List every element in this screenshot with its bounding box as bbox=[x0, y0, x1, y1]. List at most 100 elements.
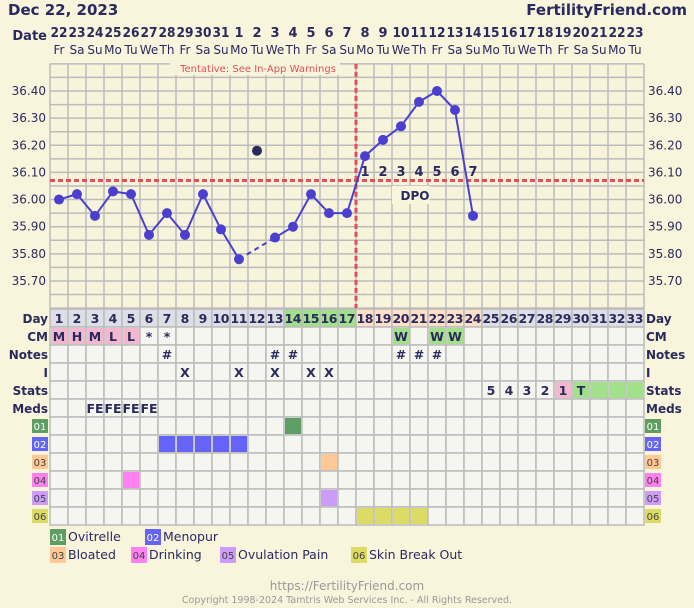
grid-cell[interactable] bbox=[409, 326, 429, 346]
grid-cell[interactable] bbox=[139, 434, 159, 454]
grid-cell[interactable] bbox=[481, 362, 501, 382]
temperature-point[interactable] bbox=[90, 210, 100, 221]
grid-cell[interactable] bbox=[265, 326, 285, 346]
grid-cell[interactable] bbox=[391, 362, 411, 382]
grid-cell[interactable] bbox=[355, 434, 375, 454]
grid-cell[interactable] bbox=[175, 416, 195, 436]
grid-cell[interactable] bbox=[121, 380, 141, 400]
grid-cell[interactable] bbox=[499, 506, 519, 526]
grid-cell[interactable] bbox=[229, 398, 249, 418]
grid-cell[interactable] bbox=[589, 344, 609, 364]
grid-cell[interactable] bbox=[85, 506, 105, 526]
grid-cell[interactable] bbox=[175, 380, 195, 400]
grid-cell[interactable] bbox=[211, 488, 231, 508]
grid-cell[interactable] bbox=[445, 416, 465, 436]
grid-cell[interactable] bbox=[373, 380, 393, 400]
grid-cell[interactable] bbox=[193, 380, 213, 400]
grid-cell[interactable] bbox=[571, 362, 591, 382]
temperature-point[interactable] bbox=[396, 121, 406, 132]
temperature-point[interactable] bbox=[234, 254, 244, 265]
grid-cell[interactable] bbox=[265, 398, 285, 418]
grid-cell[interactable] bbox=[373, 326, 393, 346]
grid-cell[interactable] bbox=[49, 380, 69, 400]
grid-cell[interactable] bbox=[463, 416, 483, 436]
grid-cell[interactable] bbox=[499, 326, 519, 346]
discarded-temperature-point[interactable] bbox=[252, 145, 262, 156]
grid-cell[interactable] bbox=[463, 452, 483, 472]
grid-cell[interactable] bbox=[589, 416, 609, 436]
grid-cell[interactable] bbox=[391, 470, 411, 490]
grid-cell[interactable] bbox=[229, 344, 249, 364]
grid-cell[interactable] bbox=[553, 398, 573, 418]
grid-cell[interactable] bbox=[337, 470, 357, 490]
grid-cell[interactable] bbox=[211, 470, 231, 490]
grid-cell[interactable] bbox=[211, 362, 231, 382]
grid-cell[interactable] bbox=[247, 506, 267, 526]
grid-cell[interactable] bbox=[319, 380, 339, 400]
grid-cell[interactable] bbox=[499, 452, 519, 472]
grid-cell[interactable] bbox=[625, 344, 645, 364]
grid-cell[interactable] bbox=[283, 506, 303, 526]
grid-cell[interactable] bbox=[427, 506, 447, 526]
grid-cell[interactable] bbox=[517, 344, 537, 364]
grid-cell[interactable] bbox=[517, 398, 537, 418]
grid-cell[interactable] bbox=[67, 470, 87, 490]
grid-cell[interactable] bbox=[319, 398, 339, 418]
temperature-point[interactable] bbox=[72, 189, 82, 200]
grid-cell[interactable] bbox=[247, 488, 267, 508]
temperature-point[interactable] bbox=[450, 104, 460, 115]
grid-cell[interactable] bbox=[211, 344, 231, 364]
grid-cell[interactable] bbox=[481, 398, 501, 418]
grid-cell[interactable] bbox=[553, 416, 573, 436]
grid-cell[interactable] bbox=[445, 362, 465, 382]
grid-cell[interactable] bbox=[265, 416, 285, 436]
grid-cell[interactable] bbox=[445, 434, 465, 454]
grid-cell[interactable] bbox=[481, 344, 501, 364]
grid-cell[interactable] bbox=[301, 434, 321, 454]
grid-cell[interactable] bbox=[391, 452, 411, 472]
grid-cell[interactable] bbox=[427, 434, 447, 454]
grid-cell[interactable] bbox=[283, 434, 303, 454]
temperature-point[interactable] bbox=[306, 189, 316, 200]
grid-cell[interactable] bbox=[553, 344, 573, 364]
temperature-point[interactable] bbox=[126, 189, 136, 200]
grid-cell[interactable] bbox=[625, 506, 645, 526]
grid-cell[interactable] bbox=[49, 416, 69, 436]
temperature-point[interactable] bbox=[468, 210, 478, 221]
grid-cell[interactable] bbox=[193, 488, 213, 508]
grid-cell[interactable] bbox=[67, 362, 87, 382]
grid-cell[interactable] bbox=[571, 344, 591, 364]
grid-cell[interactable] bbox=[607, 398, 627, 418]
temperature-point[interactable] bbox=[198, 189, 208, 200]
grid-cell[interactable] bbox=[391, 380, 411, 400]
grid-cell[interactable] bbox=[589, 362, 609, 382]
grid-cell[interactable] bbox=[463, 344, 483, 364]
grid-cell[interactable] bbox=[589, 434, 609, 454]
grid-cell[interactable] bbox=[535, 452, 555, 472]
grid-cell[interactable] bbox=[391, 434, 411, 454]
grid-cell[interactable] bbox=[247, 326, 267, 346]
grid-cell[interactable] bbox=[463, 398, 483, 418]
grid-cell[interactable] bbox=[625, 434, 645, 454]
grid-cell[interactable] bbox=[427, 398, 447, 418]
grid-cell[interactable] bbox=[517, 362, 537, 382]
grid-cell[interactable] bbox=[463, 488, 483, 508]
grid-cell[interactable] bbox=[607, 416, 627, 436]
grid-cell[interactable] bbox=[157, 506, 177, 526]
temperature-point[interactable] bbox=[342, 208, 352, 219]
grid-cell[interactable] bbox=[463, 380, 483, 400]
grid-cell[interactable] bbox=[625, 452, 645, 472]
grid-cell[interactable] bbox=[355, 470, 375, 490]
grid-cell[interactable] bbox=[607, 344, 627, 364]
grid-cell[interactable] bbox=[337, 362, 357, 382]
grid-cell[interactable] bbox=[265, 452, 285, 472]
grid-cell[interactable] bbox=[571, 326, 591, 346]
grid-cell[interactable] bbox=[535, 416, 555, 436]
grid-cell[interactable] bbox=[157, 398, 177, 418]
grid-cell[interactable] bbox=[355, 488, 375, 508]
grid-cell[interactable] bbox=[625, 470, 645, 490]
grid-cell[interactable] bbox=[301, 344, 321, 364]
grid-cell[interactable] bbox=[193, 326, 213, 346]
grid-cell[interactable] bbox=[103, 452, 123, 472]
grid-cell[interactable] bbox=[463, 326, 483, 346]
